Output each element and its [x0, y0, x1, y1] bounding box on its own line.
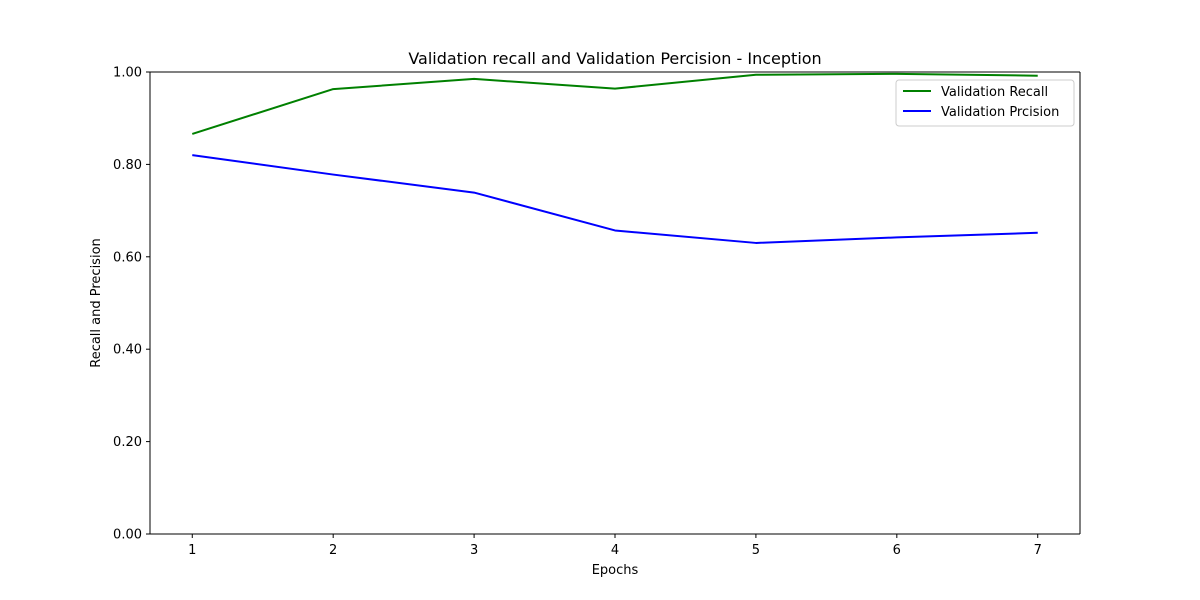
chart-title: Validation recall and Validation Percisi…: [408, 49, 821, 68]
y-tick-label: 0.00: [113, 528, 142, 543]
legend-box: [895, 79, 1075, 127]
legend-label-recall: Validation Recall: [941, 85, 1048, 100]
y-tick-label: 0.20: [113, 435, 142, 450]
x-axis-label: Epochs: [592, 563, 639, 578]
x-tick-label: 7: [1034, 543, 1042, 558]
series-line-recall: [191, 72, 1038, 135]
y-tick-label: 1.00: [113, 66, 142, 81]
y-axis-ticks: 0.00 0.20 0.40 0.60 0.80 1.00: [113, 66, 150, 543]
x-tick-label: 3: [470, 543, 478, 558]
y-axis-label: Recall and Precision: [89, 238, 104, 368]
x-tick-label: 4: [611, 543, 619, 558]
x-axis-ticks: 1 2 3 4 5 6 7: [188, 534, 1042, 558]
x-tick-label: 5: [752, 543, 760, 558]
legend-label-precision: Validation Prcision: [941, 105, 1059, 120]
series-line-precision: [192, 154, 1038, 244]
x-tick-label: 2: [329, 543, 337, 558]
x-tick-label: 6: [893, 543, 901, 558]
y-tick-label: 0.40: [113, 343, 142, 358]
y-tick-label: 0.60: [113, 250, 142, 265]
x-tick-label: 1: [188, 543, 196, 558]
series-layer: [191, 72, 1038, 244]
legend: Validation Recall Validation Prcision: [895, 79, 1075, 127]
y-tick-label: 0.80: [113, 158, 142, 173]
plot-area: [150, 72, 1080, 534]
